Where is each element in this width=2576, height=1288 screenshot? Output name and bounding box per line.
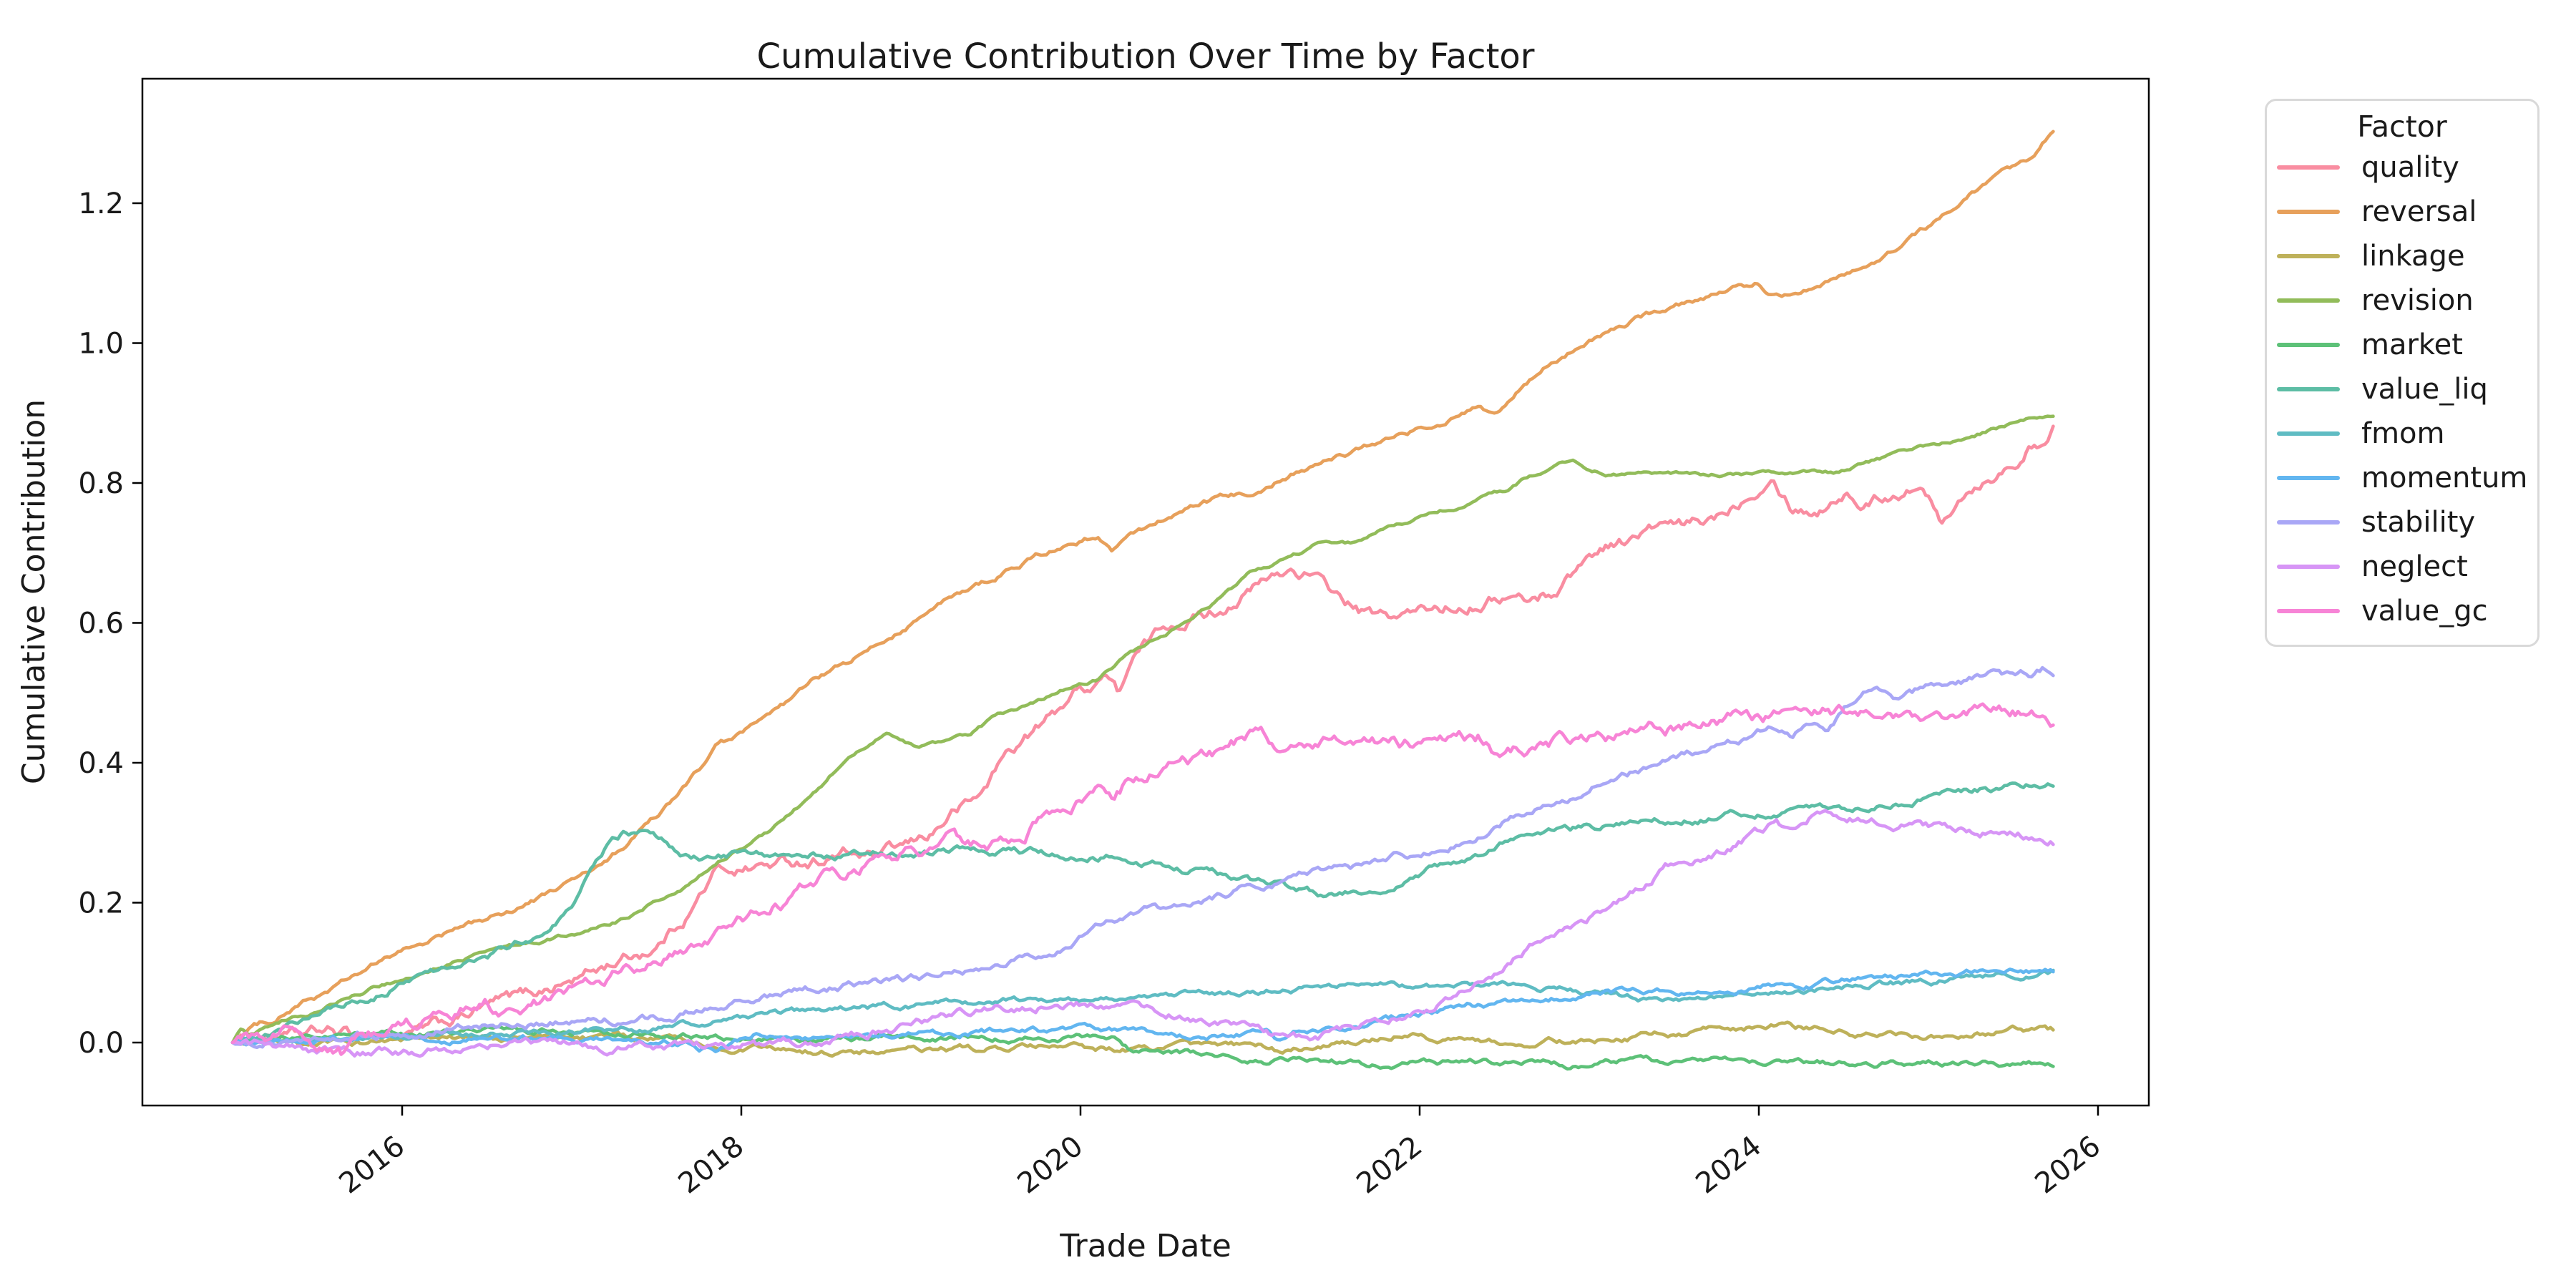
x-tick-label: 2024 xyxy=(1690,1130,1768,1201)
series-line-quality xyxy=(230,424,2055,1046)
legend-label: reversal xyxy=(2361,195,2477,228)
legend-item-value_gc: value_gc xyxy=(2267,589,2537,633)
legend-swatch-market xyxy=(2277,343,2340,347)
legend-swatch-value_gc xyxy=(2277,609,2340,613)
legend-label: linkage xyxy=(2361,240,2465,273)
legend-item-reversal: reversal xyxy=(2267,190,2537,234)
legend-label: value_gc xyxy=(2361,595,2488,628)
legend-label: value_liq xyxy=(2361,373,2488,406)
legend-item-value_liq: value_liq xyxy=(2267,367,2537,411)
legend-label: revision xyxy=(2361,284,2474,317)
x-tick-label: 2026 xyxy=(2029,1130,2107,1201)
legend-swatch-revision xyxy=(2277,298,2340,303)
series-line-momentum xyxy=(230,967,2055,1053)
legend-swatch-quality xyxy=(2277,165,2340,170)
legend-swatch-reversal xyxy=(2277,210,2340,214)
legend-item-linkage: linkage xyxy=(2267,234,2537,278)
x-tick-label: 2022 xyxy=(1351,1130,1429,1201)
legend-item-revision: revision xyxy=(2267,278,2537,323)
legend-swatch-value_liq xyxy=(2277,387,2340,391)
series-line-fmom xyxy=(230,968,2055,1045)
legend-swatch-stability xyxy=(2277,520,2340,525)
series-line-market xyxy=(230,1025,2055,1071)
y-tick-label: 1.2 xyxy=(78,187,124,220)
series-line-neglect xyxy=(230,809,2055,1058)
y-tick-label: 1.0 xyxy=(78,328,124,361)
series-line-reversal xyxy=(230,130,2055,1045)
legend-item-neglect: neglect xyxy=(2267,545,2537,589)
series-group xyxy=(230,130,2055,1071)
legend-label: market xyxy=(2361,328,2463,361)
x-tick-label: 2020 xyxy=(1012,1130,1090,1201)
legend-item-quality: quality xyxy=(2267,145,2537,190)
legend-label: quality xyxy=(2361,151,2459,184)
legend-item-stability: stability xyxy=(2267,500,2537,545)
chart-title: Cumulative Contribution Over Time by Fac… xyxy=(756,36,1534,77)
series-line-revision xyxy=(230,414,2055,1045)
legend-items: quality reversal linkage revision market valu… xyxy=(2267,145,2537,633)
y-tick-label: 0.4 xyxy=(78,747,124,780)
x-axis-label: Trade Date xyxy=(1059,1228,1231,1264)
series-line-linkage xyxy=(230,1020,2055,1058)
legend-label: stability xyxy=(2361,506,2476,539)
legend-label: neglect xyxy=(2361,550,2468,583)
series-line-value_gc xyxy=(230,702,2055,1056)
legend-swatch-neglect xyxy=(2277,565,2340,569)
legend-swatch-linkage xyxy=(2277,254,2340,258)
y-axis-label: Cumulative Contribution xyxy=(16,399,52,784)
legend: Factor quality reversal linkage revision mar… xyxy=(2265,99,2540,647)
legend-item-fmom: fmom xyxy=(2267,411,2537,456)
legend-item-market: market xyxy=(2267,323,2537,367)
series-line-value_liq xyxy=(230,781,2055,1045)
legend-label: momentum xyxy=(2361,462,2528,494)
legend-item-momentum: momentum xyxy=(2267,456,2537,500)
legend-swatch-momentum xyxy=(2277,476,2340,480)
y-tick-label: 0.6 xyxy=(78,608,124,640)
axes-frame xyxy=(141,77,2150,1107)
y-tick-label: 0.0 xyxy=(78,1027,124,1060)
x-tick-label: 2016 xyxy=(333,1130,411,1201)
series-line-stability xyxy=(230,665,2055,1050)
legend-label: fmom xyxy=(2361,417,2445,450)
y-tick-label: 0.8 xyxy=(78,467,124,500)
legend-swatch-fmom xyxy=(2277,431,2340,436)
y-tick-label: 0.2 xyxy=(78,887,124,920)
legend-title: Factor xyxy=(2357,109,2447,144)
x-tick-label: 2018 xyxy=(673,1130,751,1201)
